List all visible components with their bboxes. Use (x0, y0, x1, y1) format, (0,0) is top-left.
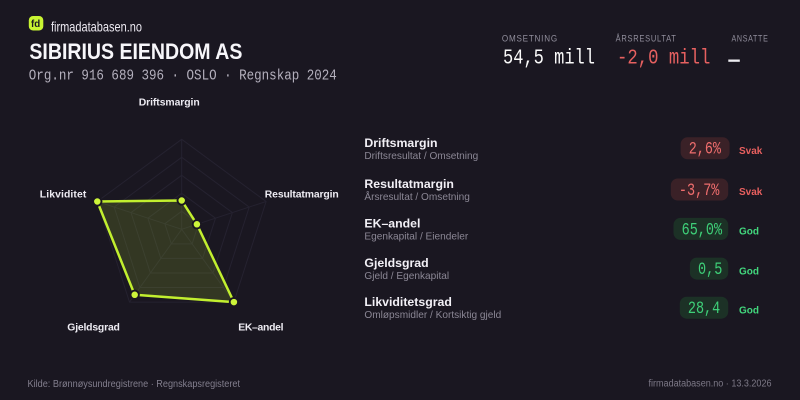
svg-text:-2,0 mill: -2,0 mill (617, 47, 710, 71)
svg-text:Gjeld / Egenkapital: Gjeld / Egenkapital (364, 271, 449, 282)
svg-text:Driftsresultat / Omsetning: Driftsresultat / Omsetning (364, 151, 478, 162)
svg-text:Driftsmargin: Driftsmargin (364, 136, 437, 150)
svg-text:Svak: Svak (739, 187, 763, 198)
svg-text:Kilde: Brønnøysundregistrene ·: Kilde: Brønnøysundregistrene · Regnskaps… (28, 379, 241, 390)
svg-text:Gjeldsgrad: Gjeldsgrad (67, 322, 120, 333)
svg-text:28,4: 28,4 (688, 299, 720, 319)
svg-text:firmadatabasen.no · 13.3.2026: firmadatabasen.no · 13.3.2026 (649, 379, 772, 390)
svg-text:2,6%: 2,6% (689, 140, 722, 160)
svg-text:Driftsmargin: Driftsmargin (139, 98, 200, 109)
svg-text:Årsresultat / Omsetning: Årsresultat / Omsetning (364, 190, 469, 203)
svg-text:ANSATTE: ANSATTE (732, 33, 769, 43)
svg-text:-3,7%: -3,7% (679, 181, 720, 201)
svg-text:Omløpsmidler / Kortsiktig gjel: Omløpsmidler / Kortsiktig gjeld (364, 310, 501, 321)
svg-text:Org.nr 916 689 396 · OSLO · Re: Org.nr 916 689 396 · OSLO · Regnskap 202… (29, 69, 337, 85)
svg-text:God: God (739, 305, 759, 316)
svg-text:Egenkapital / Eiendeler: Egenkapital / Eiendeler (364, 231, 468, 242)
svg-text:Resultatmargin: Resultatmargin (265, 189, 339, 200)
svg-text:Likviditetsgrad: Likviditetsgrad (364, 295, 451, 309)
svg-text:Likviditet: Likviditet (40, 190, 87, 201)
svg-text:Svak: Svak (739, 146, 763, 157)
svg-text:fd: fd (31, 19, 40, 30)
svg-text:SIBIRIUS EIENDOM AS: SIBIRIUS EIENDOM AS (29, 39, 242, 64)
svg-text:God: God (739, 266, 759, 277)
svg-text:ÅRSRESULTAT: ÅRSRESULTAT (616, 33, 677, 43)
svg-text:firmadatabasen.no: firmadatabasen.no (51, 19, 142, 35)
svg-text:EK–andel: EK–andel (364, 216, 420, 230)
svg-text:0,5: 0,5 (698, 260, 722, 280)
svg-text:OMSETNING: OMSETNING (502, 33, 558, 43)
svg-text:Resultatmargin: Resultatmargin (364, 177, 454, 191)
svg-text:54,5 mill: 54,5 mill (503, 47, 595, 71)
svg-text:God: God (739, 227, 759, 238)
svg-text:Gjeldsgrad: Gjeldsgrad (364, 256, 428, 270)
svg-text:EK–andel: EK–andel (238, 322, 283, 333)
svg-text:65,0%: 65,0% (682, 220, 723, 240)
